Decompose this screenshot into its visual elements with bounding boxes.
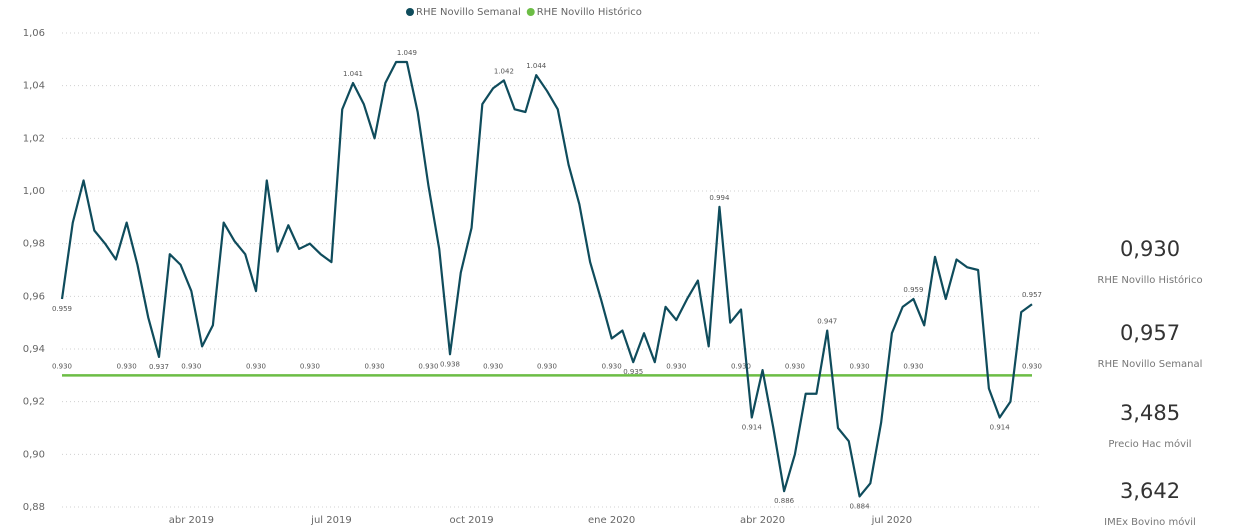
y-tick-label: 1,02 bbox=[23, 133, 45, 144]
legend-label: RHE Novillo Histórico bbox=[537, 6, 642, 18]
y-tick-label: 1,00 bbox=[23, 186, 45, 197]
data-label: 0.959 bbox=[52, 305, 72, 313]
data-label: 0.994 bbox=[709, 194, 730, 202]
data-label: 0.930 bbox=[365, 362, 385, 370]
data-label: 1.042 bbox=[494, 67, 514, 75]
card-value: 3,642 bbox=[1120, 479, 1180, 503]
data-label: 0.930 bbox=[903, 362, 923, 370]
y-tick-label: 0,92 bbox=[23, 397, 45, 408]
data-label: 0.930 bbox=[731, 362, 751, 370]
legend-marker bbox=[526, 8, 535, 16]
legend-marker bbox=[406, 8, 414, 16]
data-label: 0.914 bbox=[990, 423, 1011, 431]
x-tick-label: jul 2020 bbox=[871, 515, 913, 526]
data-label: 0.930 bbox=[1022, 362, 1042, 370]
card-value: 3,485 bbox=[1120, 401, 1180, 425]
data-label: 0.930 bbox=[666, 362, 686, 370]
data-label: 0.930 bbox=[246, 362, 266, 370]
data-label: 0.914 bbox=[742, 423, 763, 431]
data-label: 0.930 bbox=[850, 362, 870, 370]
x-tick-label: oct 2019 bbox=[449, 515, 493, 526]
data-label: 0.947 bbox=[817, 318, 837, 326]
card-label: IMEx Bovino móvil bbox=[1104, 516, 1196, 528]
card-label: RHE Novillo Semanal bbox=[1098, 359, 1203, 370]
data-label: 0.930 bbox=[537, 362, 557, 370]
data-label: 0.930 bbox=[300, 362, 320, 370]
data-label: 0.935 bbox=[623, 368, 643, 376]
series-line bbox=[60, 60, 1033, 498]
y-tick-label: 0,96 bbox=[23, 291, 45, 302]
x-tick-label: ene 2020 bbox=[588, 515, 635, 526]
y-tick-label: 1,04 bbox=[23, 81, 45, 92]
data-label: 0.937 bbox=[149, 363, 169, 371]
data-label: 0.930 bbox=[483, 362, 503, 370]
data-label: 0.930 bbox=[181, 362, 201, 370]
data-label: 0.930 bbox=[52, 362, 72, 370]
card-label: Precio Hac móvil bbox=[1108, 438, 1191, 450]
data-label: 1.049 bbox=[397, 49, 417, 57]
y-tick-label: 0,98 bbox=[23, 239, 45, 250]
card-value: 0,957 bbox=[1120, 321, 1180, 345]
data-label: 0.884 bbox=[850, 502, 871, 510]
data-label: 0.959 bbox=[903, 286, 923, 294]
data-label: 0.930 bbox=[117, 362, 137, 370]
card-label: RHE Novillo Histórico bbox=[1097, 274, 1202, 286]
data-label: 1.044 bbox=[526, 62, 547, 70]
y-tick-label: 0,90 bbox=[23, 449, 45, 460]
y-tick-label: 0,94 bbox=[23, 344, 45, 355]
x-tick-label: abr 2019 bbox=[169, 515, 214, 526]
legend-label: RHE Novillo Semanal bbox=[416, 7, 521, 18]
data-label: 0.957 bbox=[1022, 291, 1042, 299]
x-tick-label: jul 2019 bbox=[310, 515, 352, 526]
y-tick-label: 1,06 bbox=[23, 28, 45, 39]
data-label: 1.041 bbox=[343, 70, 363, 78]
card-value: 0,930 bbox=[1120, 237, 1180, 261]
x-tick-label: abr 2020 bbox=[740, 515, 785, 526]
y-tick-label: 0,88 bbox=[23, 502, 45, 513]
data-label: 0.930 bbox=[785, 362, 805, 370]
data-label: 0.930 bbox=[602, 362, 622, 370]
data-label: 0.930 bbox=[418, 362, 438, 370]
data-label: 0.886 bbox=[774, 497, 795, 505]
data-label: 0.938 bbox=[440, 360, 460, 368]
